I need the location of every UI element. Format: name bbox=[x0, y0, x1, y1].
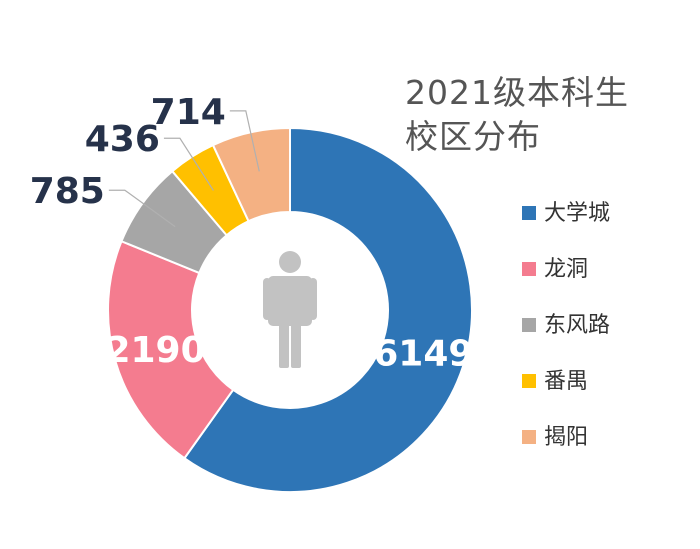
legend-label-5: 揭阳 bbox=[544, 425, 588, 450]
legend-label-1: 大学城 bbox=[544, 201, 610, 226]
legend-swatch-2 bbox=[522, 262, 536, 276]
legend-swatch-4 bbox=[522, 374, 536, 388]
data-label-5: 714 bbox=[151, 92, 226, 133]
slice-2 bbox=[107, 239, 235, 460]
person-icon bbox=[263, 251, 317, 368]
slice-1 bbox=[183, 126, 473, 493]
legend-swatch-1 bbox=[522, 206, 536, 220]
chart-title-line-2: 校区分布 bbox=[405, 117, 541, 156]
slice-5 bbox=[211, 126, 291, 223]
legend-label-2: 龙洞 bbox=[544, 257, 588, 282]
donut-slices bbox=[107, 126, 473, 493]
legend-label-4: 番禺 bbox=[544, 369, 588, 394]
chart-title-line-1: 2021级本科生 bbox=[405, 73, 629, 112]
legend-swatch-5 bbox=[522, 430, 536, 444]
leader-line-4 bbox=[163, 137, 214, 191]
data-label-4: 436 bbox=[85, 119, 160, 160]
data-label-1: 6149 bbox=[373, 334, 473, 375]
legend-label-3: 东风路 bbox=[544, 313, 610, 338]
data-label-2: 2190 bbox=[105, 330, 205, 371]
leader-line-3 bbox=[108, 189, 176, 228]
data-label-3: 785 bbox=[30, 171, 105, 212]
legend-swatch-3 bbox=[522, 318, 536, 332]
leader-line-5 bbox=[229, 110, 260, 172]
chart-title: 2021级本科生 校区分布 bbox=[405, 73, 629, 156]
